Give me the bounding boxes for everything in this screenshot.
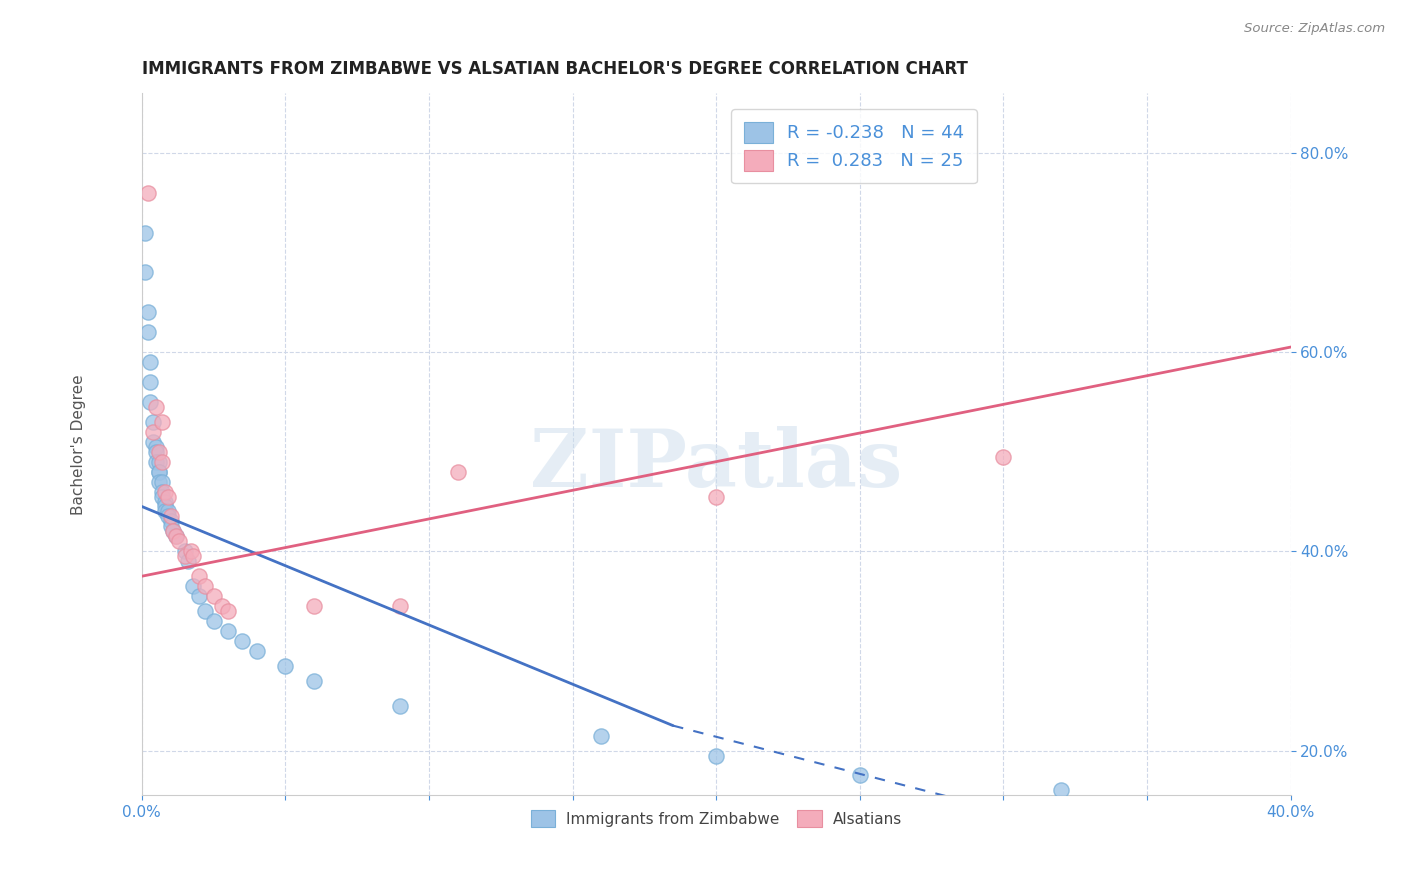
Point [136, 305, 159, 319]
Point [150, 475, 173, 489]
Point [177, 554, 200, 568]
Text: ZIPatlas: ZIPatlas [530, 426, 903, 504]
Point [148, 465, 170, 479]
Point [389, 698, 412, 713]
Point [173, 549, 195, 564]
Point [159, 515, 181, 529]
Point [156, 490, 179, 504]
Point [145, 440, 167, 454]
Point [139, 355, 162, 369]
Point [231, 634, 253, 648]
Point [153, 500, 176, 514]
Point [167, 534, 190, 549]
Point [139, 375, 162, 389]
Point [153, 494, 176, 508]
Point [704, 748, 727, 763]
Point [183, 579, 205, 593]
Point [142, 434, 165, 449]
Point [159, 509, 181, 524]
Point [211, 599, 233, 613]
Point [165, 529, 187, 543]
Point [148, 475, 170, 489]
Point [145, 444, 167, 458]
Point [136, 186, 159, 200]
Point [180, 544, 202, 558]
Point [704, 490, 727, 504]
Point [148, 465, 170, 479]
Point [156, 509, 179, 524]
Point [849, 768, 872, 782]
Point [274, 659, 297, 673]
Point [1050, 783, 1073, 797]
Point [139, 395, 162, 409]
Point [162, 524, 184, 539]
Legend: Immigrants from Zimbabwe, Alsatians: Immigrants from Zimbabwe, Alsatians [524, 804, 908, 833]
Point [145, 400, 167, 414]
Point [591, 729, 613, 743]
Point [302, 599, 325, 613]
Point [136, 325, 159, 339]
Point [165, 529, 187, 543]
Point [217, 604, 239, 618]
Text: IMMIGRANTS FROM ZIMBABWE VS ALSATIAN BACHELOR'S DEGREE CORRELATION CHART: IMMIGRANTS FROM ZIMBABWE VS ALSATIAN BAC… [142, 60, 967, 78]
Point [194, 579, 217, 593]
Point [156, 504, 179, 518]
Point [183, 549, 205, 564]
Point [153, 504, 176, 518]
Point [217, 624, 239, 638]
Point [142, 425, 165, 439]
Point [162, 524, 184, 539]
Point [150, 455, 173, 469]
Point [389, 599, 412, 613]
Point [145, 455, 167, 469]
Point [134, 265, 156, 279]
Point [148, 444, 170, 458]
Point [993, 450, 1015, 464]
Text: Source: ZipAtlas.com: Source: ZipAtlas.com [1244, 22, 1385, 36]
Point [447, 465, 470, 479]
Point [159, 519, 181, 533]
Point [148, 455, 170, 469]
Point [134, 226, 156, 240]
Point [150, 484, 173, 499]
Point [173, 544, 195, 558]
Point [188, 569, 211, 583]
Y-axis label: Bachelor's Degree: Bachelor's Degree [72, 374, 86, 515]
Point [202, 589, 225, 603]
Point [188, 589, 211, 603]
Point [153, 484, 176, 499]
Point [142, 415, 165, 429]
Point [302, 673, 325, 688]
Point [150, 490, 173, 504]
Point [246, 644, 269, 658]
Point [202, 614, 225, 628]
Point [150, 415, 173, 429]
Point [194, 604, 217, 618]
